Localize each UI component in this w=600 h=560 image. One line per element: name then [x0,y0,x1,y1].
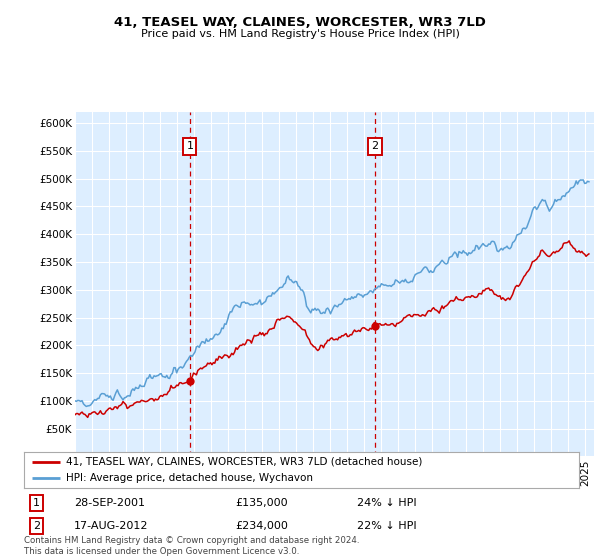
Text: 2: 2 [371,142,379,151]
Text: 17-AUG-2012: 17-AUG-2012 [74,521,148,531]
Text: 22% ↓ HPI: 22% ↓ HPI [357,521,416,531]
Text: £234,000: £234,000 [235,521,288,531]
Text: 28-SEP-2001: 28-SEP-2001 [74,498,145,508]
Text: HPI: Average price, detached house, Wychavon: HPI: Average price, detached house, Wych… [65,474,313,483]
Text: £135,000: £135,000 [235,498,287,508]
Text: 1: 1 [33,498,40,508]
Text: 1: 1 [187,142,193,151]
Text: 24% ↓ HPI: 24% ↓ HPI [357,498,416,508]
Text: Contains HM Land Registry data © Crown copyright and database right 2024.
This d: Contains HM Land Registry data © Crown c… [24,536,359,556]
Text: Price paid vs. HM Land Registry's House Price Index (HPI): Price paid vs. HM Land Registry's House … [140,29,460,39]
Text: 41, TEASEL WAY, CLAINES, WORCESTER, WR3 7LD: 41, TEASEL WAY, CLAINES, WORCESTER, WR3 … [114,16,486,29]
Text: 41, TEASEL WAY, CLAINES, WORCESTER, WR3 7LD (detached house): 41, TEASEL WAY, CLAINES, WORCESTER, WR3 … [65,457,422,466]
Text: 2: 2 [32,521,40,531]
